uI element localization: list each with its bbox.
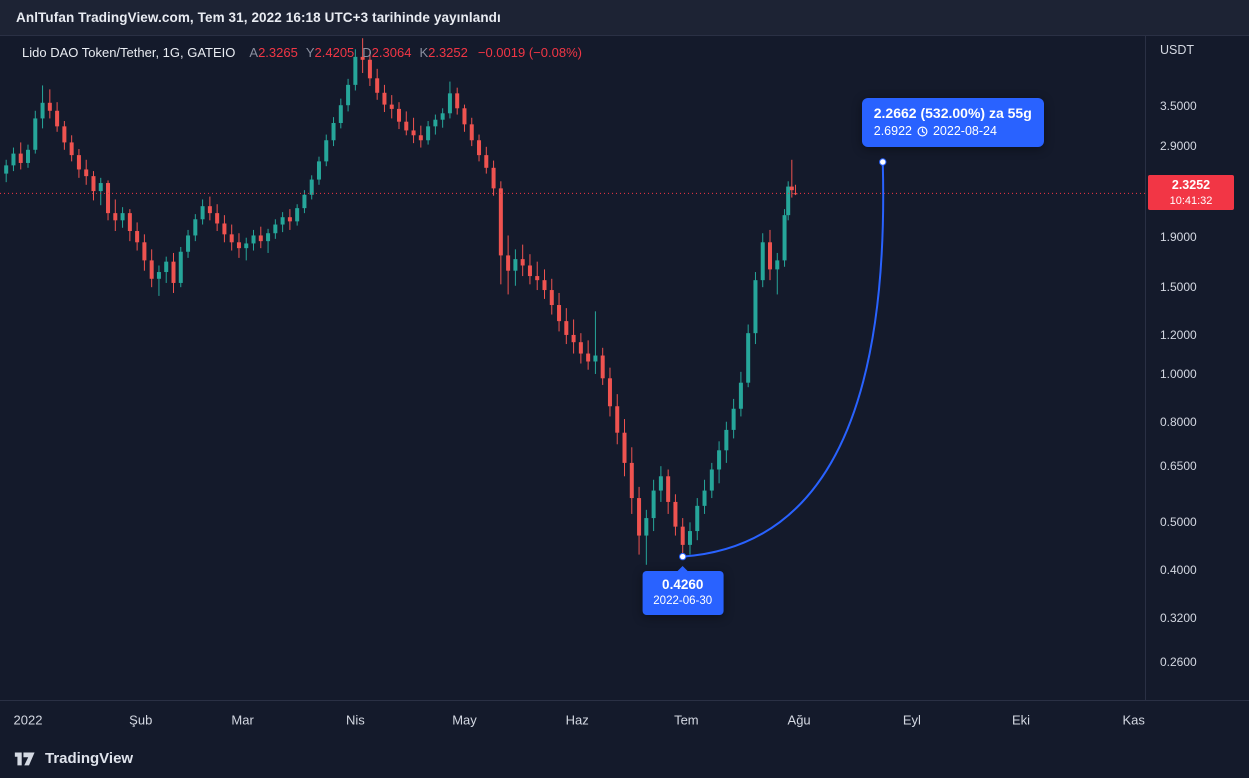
time-tick: Nis [345, 712, 365, 727]
chart-region: Lido DAO Token/Tether, 1G, GATEIO A 2.326… [0, 36, 1145, 700]
time-tick: Eki [1011, 712, 1030, 727]
target-price-label[interactable]: 2.2662 (532.00%) za 55g 2.6922 2022-08-2… [861, 97, 1044, 147]
low-price: 0.4260 [662, 576, 704, 592]
last-price-label: 2.3252 10:41:32 [1148, 175, 1234, 211]
price-tick: 1.9000 [1160, 229, 1197, 244]
countdown: 10:41:32 [1169, 195, 1213, 208]
time-tick: Haz [565, 712, 589, 727]
ohlc-value: 2.3064 [371, 45, 412, 60]
publish-header: AnlTufan TradingView.com, Tem 31, 2022 1… [0, 0, 1249, 36]
price-tick: 0.2600 [1160, 655, 1197, 670]
time-tick: Mar [231, 712, 254, 727]
target-change-text: 2.2662 (532.00%) za 55g [873, 104, 1032, 121]
projection-start-dot[interactable] [679, 552, 687, 561]
time-tick: Şub [129, 712, 153, 727]
ohlc-key: Y [305, 45, 315, 60]
chart-canvas[interactable] [0, 36, 1145, 700]
change-value: −0.0019 (−0.08%) [477, 45, 582, 60]
time-tick: Kas [1122, 712, 1145, 727]
tradingview-logo[interactable]: TradingView [14, 749, 133, 768]
chart-main: Lido DAO Token/Tether, 1G, GATEIO A 2.326… [0, 36, 1249, 700]
time-axis[interactable]: 2022 Şub Mar Nis May Haz Tem Ağu Eyl Eki Kas [0, 700, 1249, 738]
target-date: 2022-08-24 [932, 123, 997, 138]
candles-layer [4, 38, 798, 565]
price-axis[interactable]: USDT 3.5000 2.9000 1.9000 1.5000 1.2000 1.000… [1145, 36, 1249, 700]
footer-bar: TradingView [0, 738, 1249, 778]
legend: Lido DAO Token/Tether, 1G, GATEIO A 2.326… [22, 45, 582, 60]
ohlc-key: A [249, 45, 259, 60]
ohlc-value: 2.4205 [314, 45, 355, 60]
price-tick: 0.4000 [1160, 563, 1197, 578]
ohlc-key: D [362, 45, 372, 60]
price-tick: 0.5000 [1160, 515, 1197, 530]
symbol-title[interactable]: Lido DAO Token/Tether, 1G, GATEIO [22, 45, 236, 60]
time-tick: Ağu [787, 712, 811, 727]
price-tick: 1.5000 [1160, 280, 1197, 295]
price-tick: 2.9000 [1160, 139, 1197, 154]
projection-curve[interactable] [682, 161, 885, 558]
time-tick: 2022 [13, 712, 43, 727]
publish-text: AnlTufan TradingView.com, Tem 31, 2022 1… [16, 10, 501, 25]
target-price: 2.6922 [873, 123, 912, 138]
price-tick: 0.8000 [1160, 414, 1197, 429]
low-date: 2022-06-30 [653, 594, 713, 607]
projection-end-dot[interactable] [879, 158, 887, 166]
price-tick: 1.2000 [1160, 327, 1197, 342]
ohlc-value: 2.3252 [428, 45, 468, 60]
time-tick: May [452, 712, 477, 727]
time-tick: Eyl [902, 712, 921, 727]
currency-label: USDT [1160, 43, 1195, 57]
ohlc-key: K [419, 45, 429, 60]
price-tick: 3.5000 [1160, 98, 1197, 113]
low-price-label[interactable]: 0.4260 2022-06-30 [642, 565, 724, 615]
tradingview-logo-icon [14, 752, 35, 765]
price-tick: 0.6500 [1160, 459, 1197, 474]
time-tick: Tem [674, 712, 699, 727]
price-tick: 0.3200 [1160, 610, 1197, 625]
last-price-value: 2.3252 [1171, 178, 1211, 193]
clock-icon [917, 126, 928, 137]
tradingview-logo-text: TradingView [45, 749, 134, 767]
price-tick: 1.0000 [1160, 366, 1197, 381]
ohlc-value: 2.3265 [258, 45, 298, 60]
ohlc-group: A 2.3265 Y 2.4205 D 2.3064 K 2.3252 [249, 45, 475, 60]
